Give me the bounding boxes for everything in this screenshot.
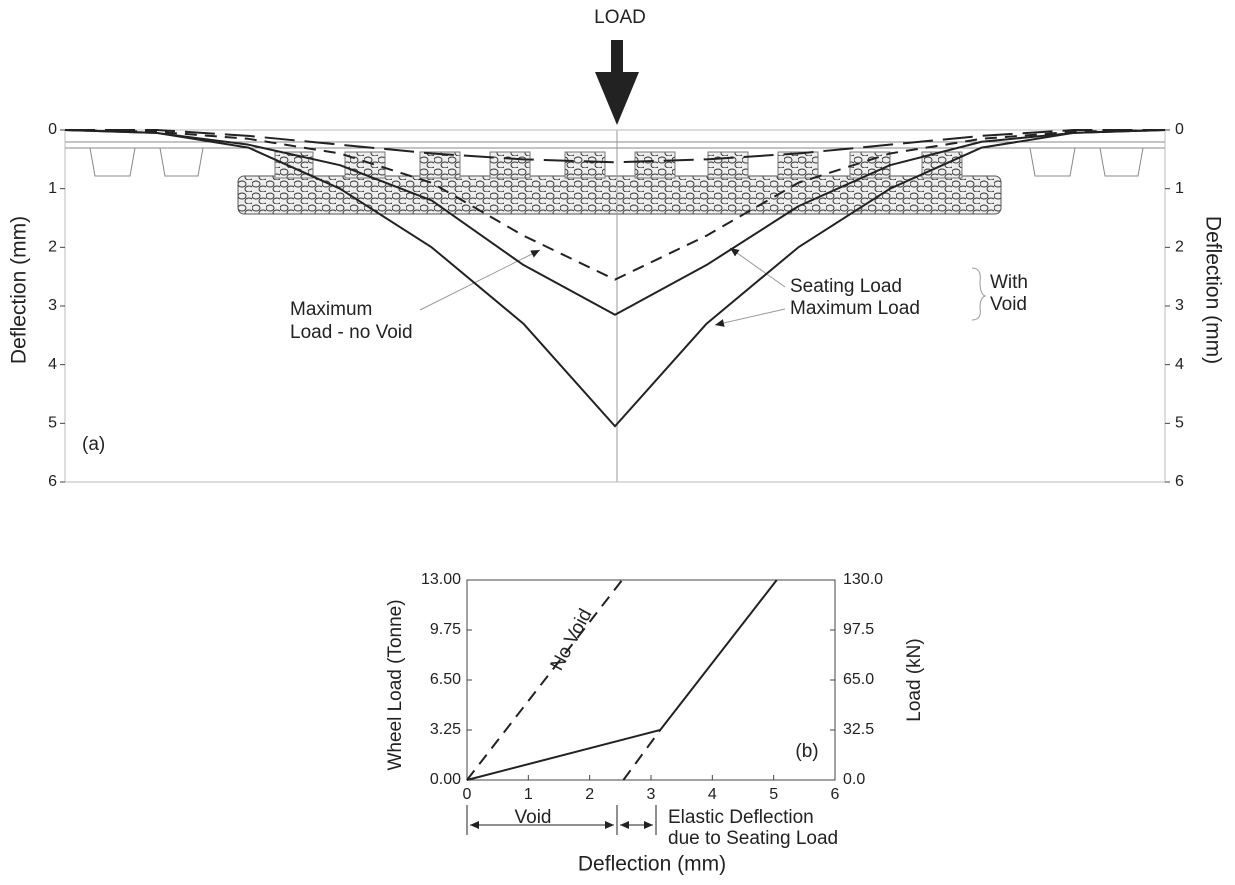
track-structure <box>65 141 1165 215</box>
x-tick-label: 6 <box>831 786 840 803</box>
y-tick-label: 4 <box>48 356 57 373</box>
y2-tick-label: 2 <box>1175 239 1184 256</box>
y-tick-label: 2 <box>48 239 57 256</box>
y-tick-label: 9.75 <box>430 621 461 638</box>
annotation: With <box>990 272 1028 293</box>
y2-tick-label: 97.5 <box>843 621 874 638</box>
y-tick-label: 1 <box>48 180 57 197</box>
annotation: Maximum Load <box>790 298 920 319</box>
y2-tick-label: 4 <box>1175 356 1184 373</box>
y-tick-label: 0.00 <box>430 771 461 788</box>
y2-tick-label: 0 <box>1175 121 1184 138</box>
x-tick-label: 4 <box>708 786 717 803</box>
y2-tick-label: 5 <box>1175 415 1184 432</box>
deflection-line <box>64 129 1166 281</box>
x-tick-label: 1 <box>524 786 533 803</box>
x-tick-label: 2 <box>585 786 594 803</box>
annotation: No Void <box>547 605 597 674</box>
x-axis-title: Deflection (mm) <box>578 853 726 876</box>
x-tick-label: 5 <box>769 786 778 803</box>
annotation: Maximum <box>290 299 372 320</box>
deflection-line <box>64 129 1166 316</box>
annotation: due to Seating Load <box>668 828 838 849</box>
load-line <box>622 729 662 781</box>
load-line <box>466 579 778 781</box>
x-tick-label: 3 <box>647 786 656 803</box>
x-tick-label: 0 <box>463 786 472 803</box>
y2-tick-label: 1 <box>1175 180 1184 197</box>
y2-tick-label: 32.5 <box>843 721 874 738</box>
load-label: LOAD <box>594 7 646 28</box>
y2-axis-title: Load (kN) <box>904 638 925 721</box>
deflection-line <box>65 129 1165 164</box>
dimension-lines <box>466 805 657 835</box>
y2-axis-title: Deflection (mm) <box>1201 216 1224 364</box>
y-tick-label: 3.25 <box>430 721 461 738</box>
y2-tick-label: 6 <box>1175 473 1184 490</box>
y-tick-label: 6 <box>48 473 57 490</box>
y-axis-title: Wheel Load (Tonne) <box>385 599 406 770</box>
load-arrow <box>595 40 639 125</box>
y-tick-label: 5 <box>48 415 57 432</box>
annotation: Seating Load <box>790 276 902 297</box>
y-tick-label: 0 <box>48 121 57 138</box>
annotation: (a) <box>82 434 105 455</box>
y2-tick-label: 3 <box>1175 297 1184 314</box>
y2-tick-label: 65.0 <box>843 671 874 688</box>
y-tick-label: 6.50 <box>430 671 461 688</box>
y2-tick-label: 0.0 <box>843 771 865 788</box>
plot-frame <box>466 579 836 781</box>
annotation: (b) <box>795 741 818 762</box>
y2-tick-label: 130.0 <box>843 571 883 588</box>
load-line <box>466 579 623 781</box>
y-axis-title: Deflection (mm) <box>8 216 31 364</box>
deflection-line <box>64 129 1166 428</box>
annotation: Void <box>515 807 552 828</box>
y-tick-label: 3 <box>48 297 57 314</box>
annotation: Void <box>990 294 1027 315</box>
y-tick-label: 13.00 <box>421 571 461 588</box>
annotation: Load - no Void <box>290 322 413 343</box>
annotation: Elastic Deflection <box>668 807 814 828</box>
